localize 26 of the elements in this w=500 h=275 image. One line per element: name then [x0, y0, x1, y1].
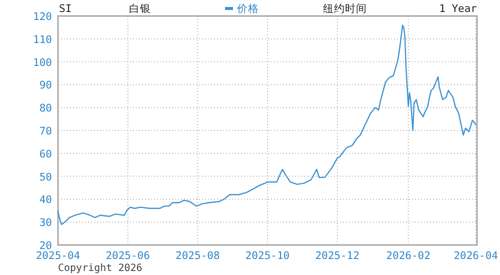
line-series — [57, 24, 476, 225]
x-tick-label: 2025-08 — [176, 250, 220, 262]
y-tick-label: 50 — [39, 171, 52, 184]
y-tick-label: 100 — [33, 56, 52, 69]
y-tick-label: 80 — [39, 102, 52, 115]
y-tick-label: 120 — [33, 11, 52, 23]
x-tick-label: 2026-02 — [386, 250, 430, 262]
x-tick-label: 2025-04 — [36, 250, 80, 262]
legend-label: 价格 — [236, 3, 259, 15]
legend: 价格 — [225, 3, 259, 15]
text: Copyright 2026 — [58, 263, 142, 274]
y-tick-label: 110 — [33, 34, 52, 46]
x-tick-label: 2025-06 — [106, 250, 150, 262]
y-tick-label: 90 — [39, 80, 52, 92]
x-tick-label: 2025-10 — [245, 250, 290, 262]
chart-title: 白银 — [129, 3, 151, 15]
x-tick-label: 2026-04 — [454, 250, 498, 262]
y-tick-label: 30 — [39, 217, 52, 230]
text: SI — [59, 3, 72, 15]
x-tick-label: 2025-12 — [315, 250, 360, 262]
y-tick-label: 70 — [39, 126, 52, 138]
text: 纽约时间 — [323, 2, 367, 15]
y-tick-label: 60 — [39, 148, 52, 160]
y-tick-label: 40 — [39, 194, 52, 206]
text: 1 Year — [439, 3, 477, 15]
y-tick-label: 20 — [39, 240, 52, 252]
